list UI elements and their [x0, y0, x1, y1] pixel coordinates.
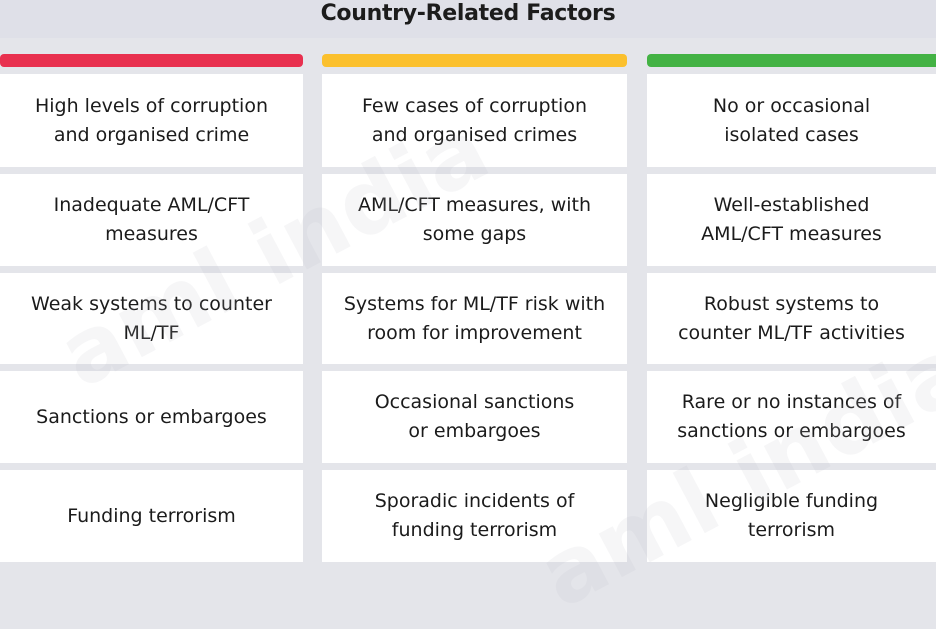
cell-medium-risk-1: Few cases of corruption and organised cr… — [322, 74, 627, 167]
cell-text: Negligible funding terrorism — [704, 490, 879, 541]
cell-text: AML/CFT measures, with some gaps — [357, 194, 592, 245]
cell-medium-risk-3: Systems for ML/TF risk with room for imp… — [322, 273, 627, 364]
column-medium-risk: Few cases of corruption and organised cr… — [322, 54, 627, 562]
cell-text: Well-established AML/CFT measures — [701, 194, 882, 245]
cell-text: Inadequate AML/CFT measures — [53, 194, 250, 245]
cell-text: Weak systems to counter ML/TF — [31, 292, 272, 344]
cell-text: High levels of corruption and organised … — [34, 94, 269, 146]
risk-bar-yellow — [322, 54, 627, 67]
cell-high-risk-3: Weak systems to counter ML/TF — [0, 273, 303, 364]
cell-text: Systems for ML/TF risk with room for imp… — [343, 292, 606, 344]
cell-high-risk-5: Funding terrorism — [0, 470, 303, 562]
page-title: Country-Related Factors — [320, 1, 616, 26]
risk-bar-red — [0, 54, 303, 67]
cell-text: Occasional sanctions or embargoes — [374, 391, 575, 442]
cell-text: Few cases of corruption and organised cr… — [362, 94, 587, 146]
column-high-risk: High levels of corruption and organised … — [0, 54, 303, 562]
cell-high-risk-1: High levels of corruption and organised … — [0, 74, 303, 167]
header-bar: Country-Related Factors — [0, 0, 936, 38]
column-low-risk: No or occasional isolated cases Well-est… — [647, 54, 936, 562]
cell-high-risk-4: Sanctions or embargoes — [0, 371, 303, 463]
cell-text: Robust systems to counter ML/TF activiti… — [678, 292, 905, 344]
cell-text: Rare or no instances of sanctions or emb… — [677, 391, 906, 442]
cell-low-risk-5: Negligible funding terrorism — [647, 470, 936, 562]
cell-high-risk-2: Inadequate AML/CFT measures — [0, 174, 303, 266]
cell-medium-risk-5: Sporadic incidents of funding terrorism — [322, 470, 627, 562]
cell-low-risk-3: Robust systems to counter ML/TF activiti… — [647, 273, 936, 364]
cell-medium-risk-2: AML/CFT measures, with some gaps — [322, 174, 627, 266]
cell-text: Sporadic incidents of funding terrorism — [374, 490, 575, 541]
cell-text: No or occasional isolated cases — [712, 94, 871, 146]
cell-text: Funding terrorism — [67, 504, 236, 527]
cell-text: Sanctions or embargoes — [36, 405, 267, 428]
cell-low-risk-4: Rare or no instances of sanctions or emb… — [647, 371, 936, 463]
cell-medium-risk-4: Occasional sanctions or embargoes — [322, 371, 627, 463]
cell-low-risk-2: Well-established AML/CFT measures — [647, 174, 936, 266]
risk-bar-green — [647, 54, 936, 67]
cell-low-risk-1: No or occasional isolated cases — [647, 74, 936, 167]
